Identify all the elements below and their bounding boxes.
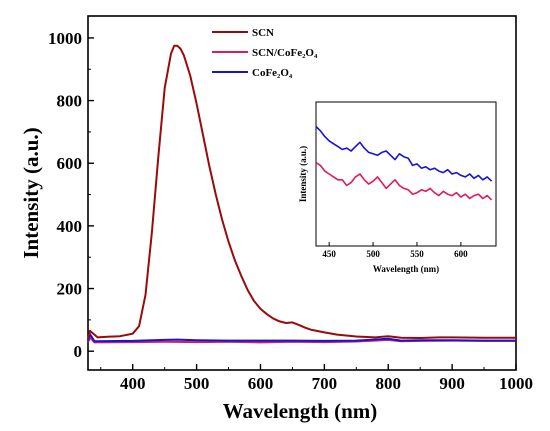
legend-label-scn: SCN: [252, 27, 274, 39]
y-tick-label: 400: [57, 217, 83, 236]
y-axis-title: Intensity (a.u.): [19, 127, 43, 258]
inset-x-tick-label: 500: [366, 249, 380, 259]
series-line-2: [87, 333, 516, 343]
y-tick-label: 800: [57, 92, 83, 111]
y-tick-label: 1000: [48, 29, 82, 48]
x-tick-label: 700: [312, 374, 338, 393]
inset-x-tick-label: 600: [454, 249, 468, 259]
series-lines: [87, 44, 516, 344]
x-tick-label: 900: [439, 374, 465, 393]
inset-x-tick-label: 550: [410, 249, 424, 259]
inset-series-lines: [315, 125, 493, 201]
y-tick-label: 200: [57, 280, 83, 299]
y-tick-label: 0: [74, 342, 83, 361]
legend: SCN SCN/CoFe₂O₄ CoFe₂O₄: [212, 27, 318, 79]
inset-x-tick-label: 450: [322, 249, 336, 259]
legend-label-cofe2o4: CoFe₂O₄: [252, 67, 293, 79]
inset-chart: 450 500 550 600 Wavelength (nm) Intensity (…: [298, 101, 497, 274]
inset-frame: [315, 101, 497, 247]
y-tick-label: 600: [57, 154, 83, 173]
inset-series-line-0: [315, 125, 493, 182]
inset-y-axis-title: Intensity (a.u.): [298, 146, 308, 202]
inset-x-axis-title: Wavelength (nm): [373, 264, 439, 274]
x-tick-label: 400: [120, 374, 146, 393]
plot-frame: [87, 15, 517, 371]
x-tick-label: 500: [184, 374, 210, 393]
legend-label-scn-cofe2o4: SCN/CoFe₂O₄: [252, 47, 318, 59]
inset-series-line-1: [315, 161, 493, 201]
x-tick-label: 800: [375, 374, 401, 393]
inset-x-ticks: 450 500 550 600: [322, 242, 468, 259]
series-line-0: [87, 44, 516, 339]
x-tick-label: 600: [248, 374, 274, 393]
x-axis-title: Wavelength (nm): [223, 399, 378, 423]
x-ticks: 400 500 600 700 800 900 1000 0 200 400 600 800 1000: [48, 29, 533, 393]
x-tick-label: 1000: [499, 374, 533, 393]
